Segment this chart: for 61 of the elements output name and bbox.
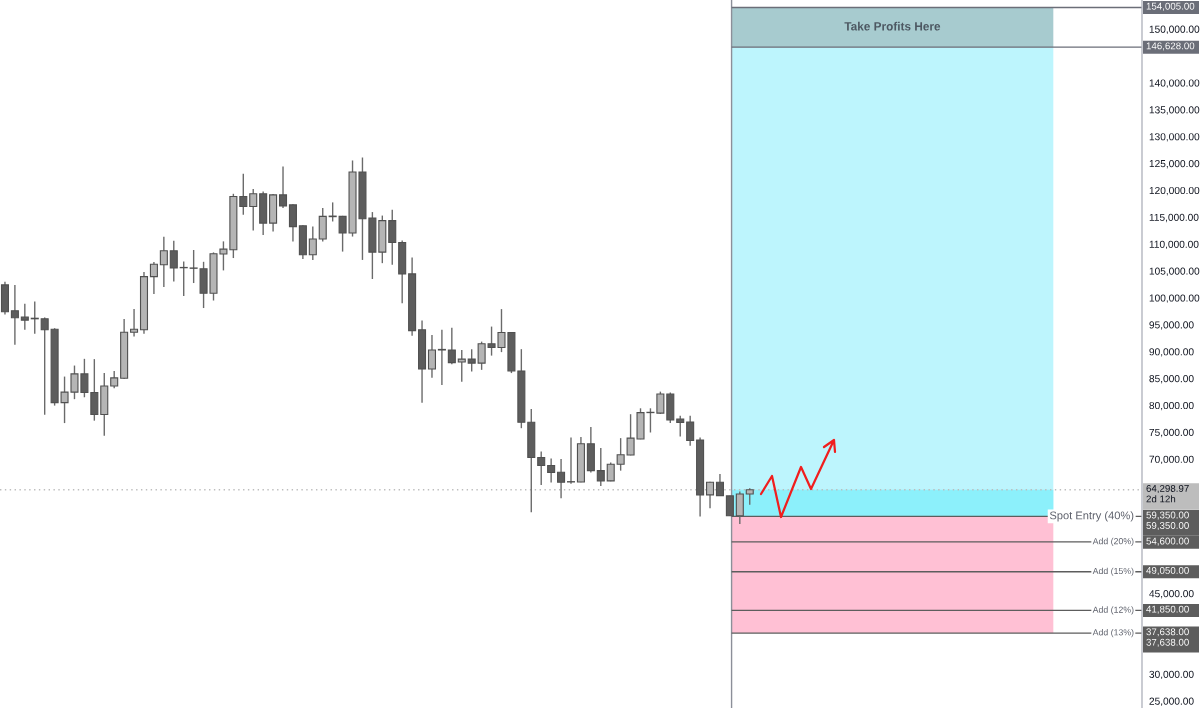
ref-line-label: 154,005.00 — [1146, 2, 1195, 11]
annotation: Add (12%) — [1092, 606, 1134, 615]
y-tick-label: 135,000.00 — [1149, 106, 1200, 115]
candlestick — [437, 329, 446, 386]
annotation: Add (15%) — [1092, 567, 1134, 576]
y-tick-label: 105,000.00 — [1149, 267, 1200, 276]
candlestick — [149, 261, 158, 295]
y-tick-label: 25,000.00 — [1149, 697, 1194, 706]
candlestick — [249, 188, 258, 232]
candlestick — [735, 490, 744, 525]
y-tick-label: 90,000.00 — [1149, 348, 1194, 357]
y-tick-label: 70,000.00 — [1149, 455, 1194, 465]
candlestick — [318, 207, 327, 243]
ref-line-label: 64,298.97 2d 12h — [1146, 485, 1189, 503]
candlestick — [130, 308, 139, 338]
candlestick — [239, 172, 248, 216]
y-tick-label: 150,000.00 — [1149, 25, 1200, 34]
ref-line-label: 37,638.00 37,638.00 — [1146, 628, 1189, 647]
y-tick-label: 95,000.00 — [1149, 321, 1194, 330]
candlestick — [388, 208, 397, 266]
candlestick — [467, 348, 476, 373]
candlestick — [288, 203, 297, 243]
band-label: Take Profits Here — [844, 21, 941, 31]
candlestick — [537, 450, 546, 486]
candlestick — [427, 334, 437, 379]
annotation: Add (13%) — [1092, 628, 1134, 638]
y-tick-label: 125,000.00 — [1149, 160, 1200, 169]
y-tick-label: 110,000.00 — [1149, 240, 1199, 250]
y-tick-label: 75,000.00 — [1149, 428, 1194, 438]
candlestick — [10, 284, 19, 346]
candlestick — [447, 326, 456, 365]
ref-line-label: 59,350.00 59,350.00 — [1146, 511, 1189, 531]
candlestick — [457, 349, 466, 383]
candlestick — [159, 236, 168, 288]
y-tick-label: 85,000.00 — [1149, 375, 1194, 384]
y-tick-label: 120,000.00 — [1149, 186, 1200, 196]
y-tick-label: 115,000.00 — [1149, 213, 1199, 223]
annotation: Add (20%) — [1092, 537, 1134, 546]
candlestick — [547, 457, 556, 484]
candlestick — [278, 165, 288, 209]
ref-line-label: 41,850.00 — [1146, 605, 1189, 614]
candlestick — [676, 415, 685, 438]
y-tick-label: 80,000.00 — [1149, 401, 1194, 411]
candlestick — [606, 461, 615, 482]
candlestick — [686, 415, 695, 447]
candlestick — [308, 225, 317, 261]
ref-line-label: 54,600.00 — [1146, 537, 1189, 546]
candlestick — [169, 240, 178, 283]
annotation: Spot Entry (40%) — [1049, 511, 1134, 522]
y-tick-label: 140,000.00 — [1149, 79, 1200, 88]
candlestick — [596, 447, 605, 487]
ref-line-label: 146,628.00 — [1146, 42, 1195, 51]
y-tick-label: 130,000.00 — [1149, 133, 1200, 142]
ref-line-label: 49,050.00 — [1146, 566, 1189, 576]
candlestick — [715, 473, 724, 497]
y-tick-label: 45,000.00 — [1149, 590, 1194, 599]
y-tick-label: 30,000.00 — [1149, 670, 1194, 680]
y-tick-label: 100,000.00 — [1149, 294, 1200, 303]
candlestick — [557, 458, 566, 500]
candlestick — [20, 303, 29, 331]
candlestick — [566, 436, 576, 485]
